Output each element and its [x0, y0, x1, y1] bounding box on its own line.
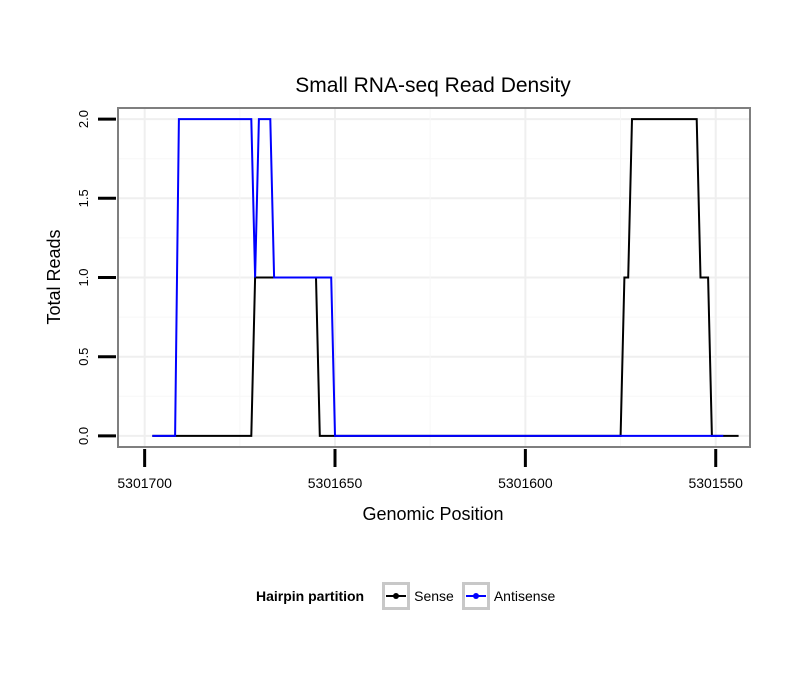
y-axis-label: Total Reads [44, 229, 64, 324]
legend-key-sense-icon [382, 582, 411, 610]
legend-label-antisense: Antisense [493, 588, 556, 604]
x-tick-label: 5301700 [117, 475, 172, 491]
y-tick-label: 2.0 [76, 110, 91, 128]
legend: Hairpin partition Sense Antisense [256, 578, 563, 614]
legend-item-antisense: Antisense [461, 582, 556, 610]
y-tick-label: 1.5 [76, 189, 91, 207]
x-axis-label: Genomic Position [362, 504, 503, 524]
y-tick-label: 0.0 [76, 427, 91, 445]
y-tick-label: 0.5 [76, 348, 91, 366]
series-line-antisense [152, 118, 724, 437]
legend-title: Hairpin partition [256, 588, 365, 604]
legend-item-sense: Sense [382, 582, 454, 610]
legend-label-sense: Sense [414, 588, 454, 604]
plot-panel [117, 107, 751, 448]
x-tick-label: 5301550 [688, 475, 743, 491]
chart-title: Small RNA-seq Read Density [295, 74, 571, 97]
legend-key-antisense-icon [461, 582, 490, 610]
x-tick-label: 5301600 [498, 475, 553, 491]
y-tick-label: 1.0 [76, 268, 91, 286]
x-tick-label: 5301650 [308, 475, 363, 491]
